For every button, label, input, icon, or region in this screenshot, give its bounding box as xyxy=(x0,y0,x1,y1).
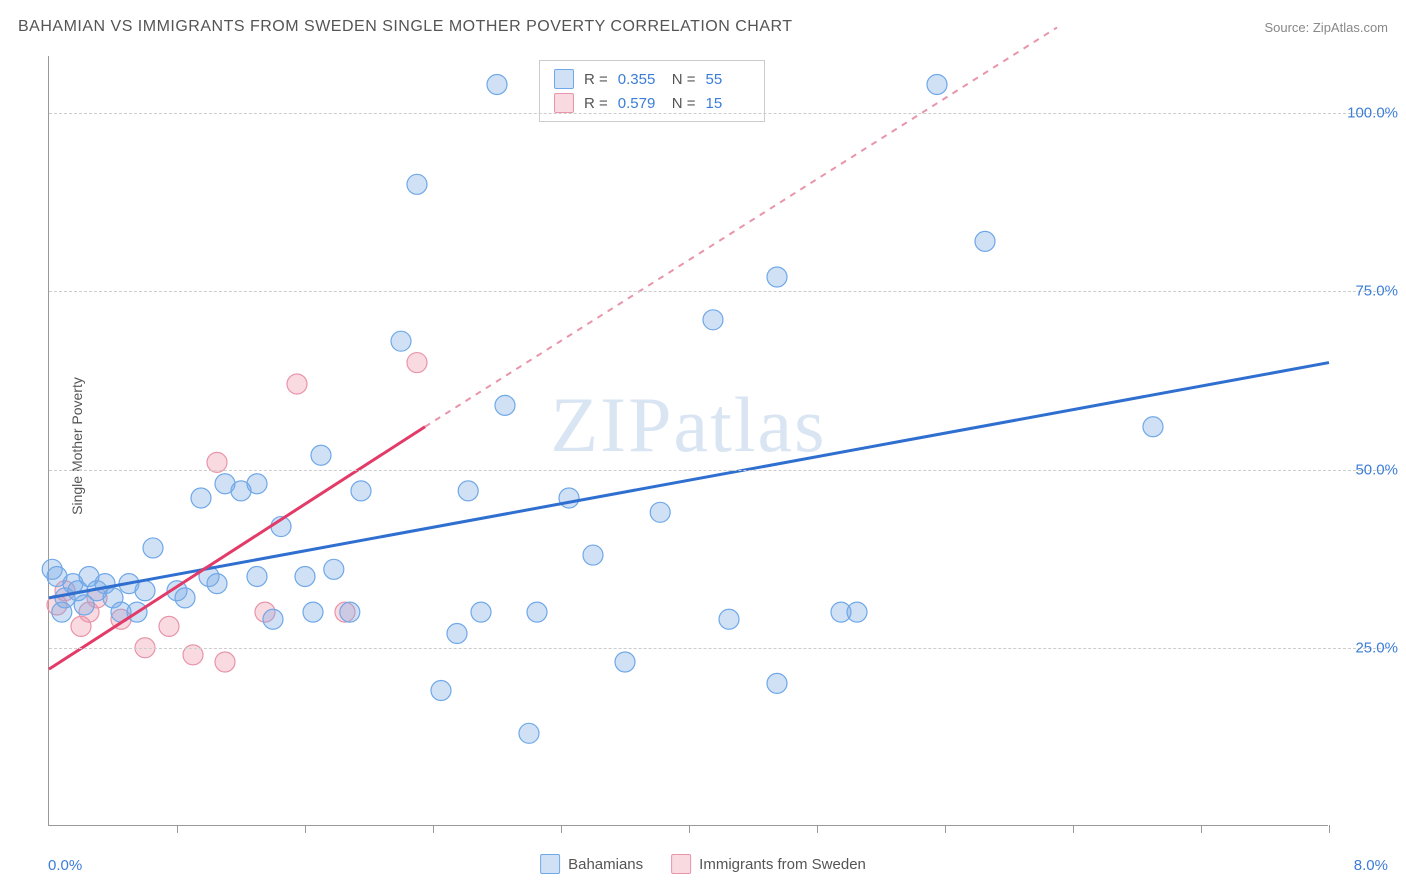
gridline xyxy=(49,648,1386,649)
data-point xyxy=(527,602,547,622)
x-tick xyxy=(433,825,434,833)
chart-container: BAHAMIAN VS IMMIGRANTS FROM SWEDEN SINGL… xyxy=(0,0,1406,892)
data-point xyxy=(719,609,739,629)
data-point xyxy=(159,616,179,636)
legend-swatch xyxy=(671,854,691,874)
data-point xyxy=(215,652,235,672)
series-legend-item: Bahamians xyxy=(540,854,643,874)
series-legend-label: Immigrants from Sweden xyxy=(699,856,866,873)
data-point xyxy=(703,310,723,330)
data-point xyxy=(519,723,539,743)
data-point xyxy=(324,559,344,579)
chart-title: BAHAMIAN VS IMMIGRANTS FROM SWEDEN SINGL… xyxy=(18,18,793,36)
n-label: N = xyxy=(672,71,696,88)
data-point xyxy=(767,673,787,693)
x-tick xyxy=(1073,825,1074,833)
x-tick xyxy=(689,825,690,833)
data-point xyxy=(847,602,867,622)
data-point xyxy=(407,353,427,373)
y-tick-label: 25.0% xyxy=(1336,639,1398,656)
data-point xyxy=(447,624,467,644)
data-point xyxy=(650,502,670,522)
trend-line xyxy=(49,363,1329,598)
data-point xyxy=(407,174,427,194)
data-point xyxy=(1143,417,1163,437)
r-label: R = xyxy=(584,71,608,88)
data-point xyxy=(311,445,331,465)
legend-swatch xyxy=(554,69,574,89)
x-axis-max-label: 8.0% xyxy=(1354,857,1388,874)
source-label: Source: ZipAtlas.com xyxy=(1264,20,1388,35)
data-point xyxy=(471,602,491,622)
y-tick-label: 75.0% xyxy=(1336,283,1398,300)
correlation-legend-row: R = 0.579 N = 15 xyxy=(554,91,750,115)
x-tick xyxy=(177,825,178,833)
data-point xyxy=(495,395,515,415)
data-point xyxy=(135,581,155,601)
series-legend: Bahamians Immigrants from Sweden xyxy=(540,854,866,874)
data-point xyxy=(191,488,211,508)
data-point xyxy=(340,602,360,622)
correlation-legend-row: R = 0.355 N = 55 xyxy=(554,67,750,91)
data-point xyxy=(247,566,267,586)
n-label: N = xyxy=(672,95,696,112)
gridline xyxy=(49,291,1386,292)
x-tick xyxy=(561,825,562,833)
y-tick-label: 100.0% xyxy=(1336,105,1398,122)
data-point xyxy=(351,481,371,501)
x-axis-min-label: 0.0% xyxy=(48,857,82,874)
data-point xyxy=(175,588,195,608)
x-tick xyxy=(1329,825,1330,833)
series-legend-label: Bahamians xyxy=(568,856,643,873)
plot-area: ZIPatlas R =0.355N =55R =0.579N =15 25.0… xyxy=(48,56,1328,826)
data-point xyxy=(263,609,283,629)
data-point xyxy=(487,75,507,95)
x-tick xyxy=(305,825,306,833)
data-point xyxy=(767,267,787,287)
legend-swatch xyxy=(554,93,574,113)
plot-svg xyxy=(49,56,1328,825)
x-tick xyxy=(817,825,818,833)
n-value: 15 xyxy=(706,95,750,112)
gridline xyxy=(49,470,1386,471)
r-label: R = xyxy=(584,95,608,112)
data-point xyxy=(975,231,995,251)
r-value: 0.355 xyxy=(618,71,662,88)
data-point xyxy=(391,331,411,351)
y-tick-label: 50.0% xyxy=(1336,461,1398,478)
gridline xyxy=(49,113,1386,114)
title-bar: BAHAMIAN VS IMMIGRANTS FROM SWEDEN SINGL… xyxy=(18,18,1388,36)
data-point xyxy=(287,374,307,394)
data-point xyxy=(458,481,478,501)
data-point xyxy=(207,574,227,594)
trend-line xyxy=(49,427,425,669)
n-value: 55 xyxy=(706,71,750,88)
data-point xyxy=(583,545,603,565)
series-legend-item: Immigrants from Sweden xyxy=(671,854,866,874)
data-point xyxy=(295,566,315,586)
data-point xyxy=(143,538,163,558)
data-point xyxy=(303,602,323,622)
r-value: 0.579 xyxy=(618,95,662,112)
data-point xyxy=(431,681,451,701)
data-point xyxy=(615,652,635,672)
x-tick xyxy=(1201,825,1202,833)
data-point xyxy=(247,474,267,494)
x-tick xyxy=(945,825,946,833)
legend-swatch xyxy=(540,854,560,874)
data-point xyxy=(927,75,947,95)
